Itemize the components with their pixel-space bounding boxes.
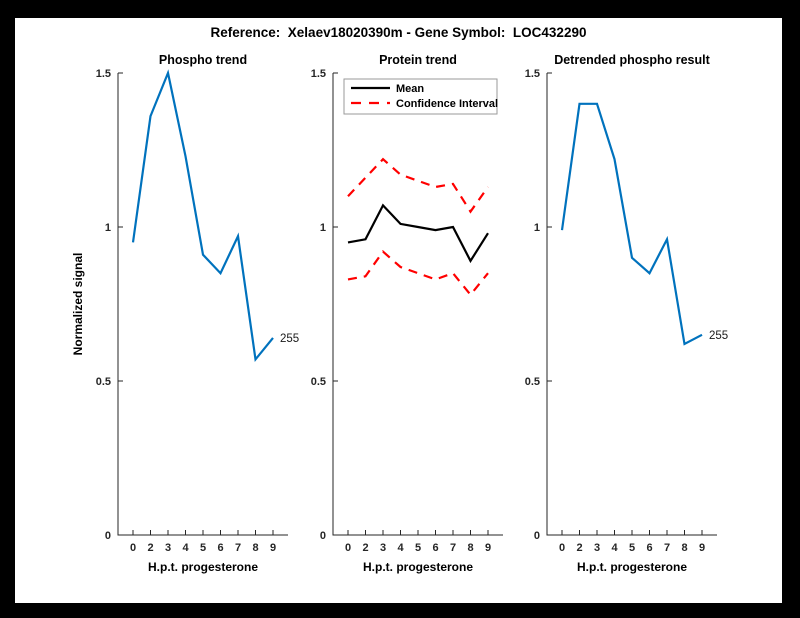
x-tick-label: 8 [681, 542, 687, 554]
legend-box [343, 78, 498, 115]
x-tick-label: 9 [485, 542, 491, 554]
y-tick-label: 1 [105, 222, 111, 234]
y-tick-label: 1.5 [311, 68, 326, 80]
y-tick-label: 1 [534, 222, 540, 234]
series-line-detrended-phospho [560, 102, 703, 346]
x-tick-label: 4 [611, 542, 618, 554]
series-line-mean [347, 203, 489, 264]
subplot-title: Phospho trend [159, 53, 247, 67]
legend-label: Confidence Interval [396, 98, 498, 110]
x-axis-label: H.p.t. progesterone [148, 560, 258, 574]
y-tick-label: 1.5 [525, 68, 540, 80]
series-line-ci-lower [347, 249, 489, 297]
x-tick-label: 5 [629, 542, 635, 554]
y-tick-label: 0 [320, 530, 326, 542]
series-line-phospho-signal [131, 69, 274, 363]
y-tick-label: 0.5 [311, 376, 326, 388]
x-tick-label: 7 [450, 542, 456, 554]
y-axis-label: Normalized signal [71, 253, 85, 356]
x-tick-label: 3 [594, 542, 600, 554]
x-tick-label: 7 [235, 542, 241, 554]
x-tick-label: 2 [362, 542, 368, 554]
x-axis-label: H.p.t. progesterone [577, 560, 687, 574]
y-tick-label: 0 [105, 530, 111, 542]
end-point-annotation: 255 [280, 333, 299, 345]
x-tick-label: 9 [270, 542, 276, 554]
axis-lines [546, 73, 717, 536]
x-tick-label: 5 [200, 542, 206, 554]
x-axis-label: H.p.t. progesterone [363, 560, 473, 574]
figure-canvas: Reference: Xelaev18020390m - Gene Symbol… [15, 18, 782, 603]
x-tick-label: 9 [699, 542, 705, 554]
y-tick-label: 0.5 [525, 376, 540, 388]
end-point-annotation: 255 [709, 330, 728, 342]
x-tick-label: 4 [182, 542, 189, 554]
y-tick-label: 0 [534, 530, 540, 542]
subplot-title: Detrended phospho result [554, 53, 710, 67]
legend-label: Mean [396, 83, 424, 95]
axis-lines [332, 73, 503, 536]
x-tick-label: 0 [130, 542, 136, 554]
x-tick-label: 3 [165, 542, 171, 554]
x-tick-label: 8 [252, 542, 258, 554]
x-tick-label: 6 [432, 542, 438, 554]
x-tick-label: 8 [467, 542, 473, 554]
figure-title: Reference: Xelaev18020390m - Gene Symbol… [210, 25, 587, 40]
x-tick-label: 3 [380, 542, 386, 554]
x-tick-label: 5 [415, 542, 421, 554]
y-tick-label: 1 [320, 222, 326, 234]
series-line-ci-upper [347, 157, 489, 214]
y-tick-label: 0.5 [96, 376, 111, 388]
subplot-title: Protein trend [379, 53, 457, 67]
x-tick-label: 7 [664, 542, 670, 554]
y-tick-label: 1.5 [96, 68, 111, 80]
x-tick-label: 0 [559, 542, 565, 554]
axis-lines [117, 73, 288, 536]
x-tick-label: 0 [345, 542, 351, 554]
x-tick-label: 6 [646, 542, 652, 554]
x-tick-label: 6 [217, 542, 223, 554]
x-tick-label: 2 [147, 542, 153, 554]
x-tick-label: 4 [397, 542, 404, 554]
x-tick-label: 2 [576, 542, 582, 554]
